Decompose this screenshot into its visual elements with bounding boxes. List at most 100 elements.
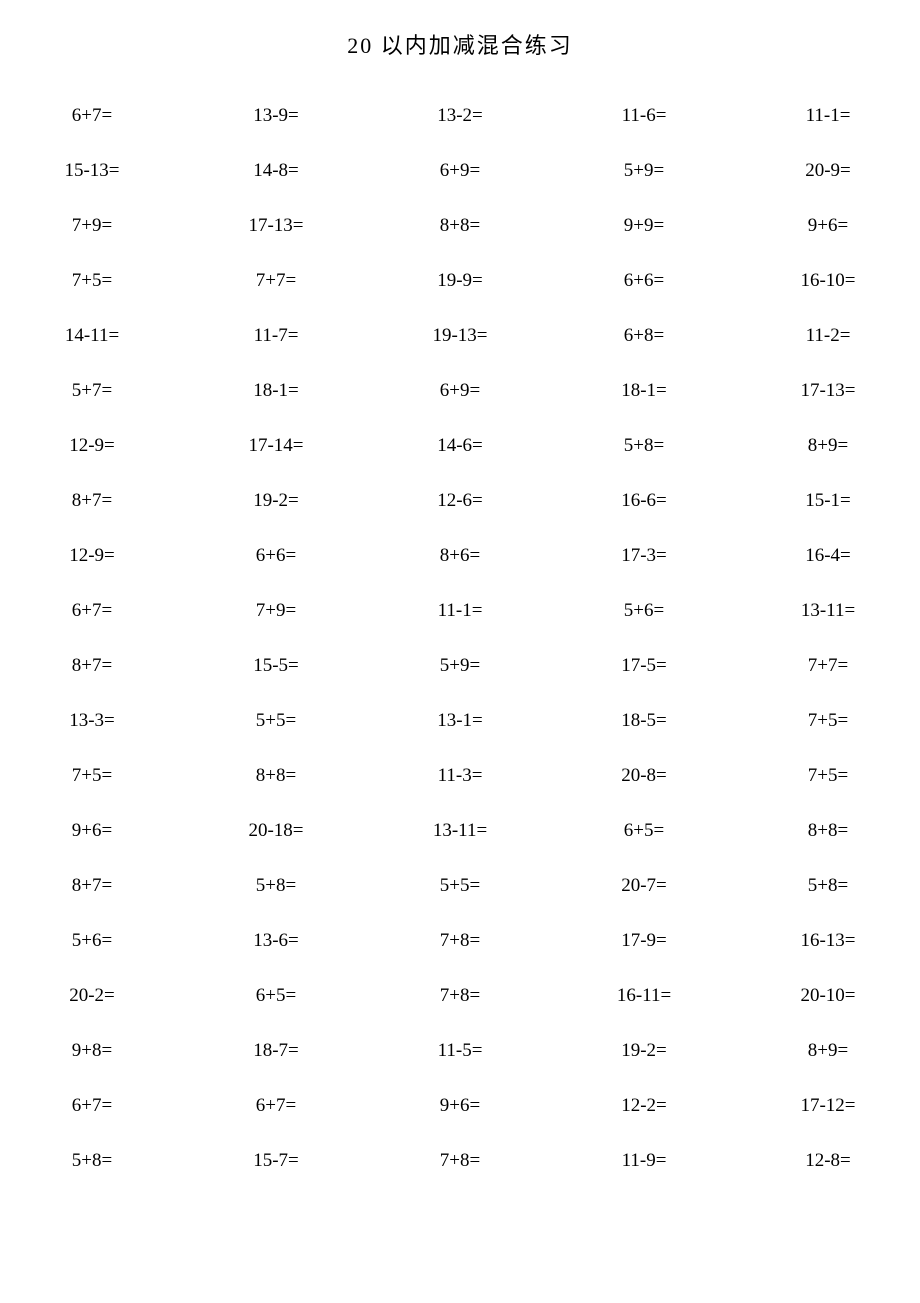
- problem-cell: 15-7=: [184, 1133, 368, 1188]
- problem-cell: 13-9=: [184, 88, 368, 143]
- table-row: 7+9=17-13=8+8=9+9=9+6=: [0, 198, 920, 253]
- problem-cell: 6+6=: [184, 528, 368, 583]
- problem-cell: 7+7=: [184, 253, 368, 308]
- problem-cell: 20-8=: [552, 748, 736, 803]
- problem-cell: 13-3=: [0, 693, 184, 748]
- problem-cell: 11-1=: [736, 88, 920, 143]
- problem-cell: 6+5=: [552, 803, 736, 858]
- problem-cell: 7+8=: [368, 968, 552, 1023]
- problem-cell: 18-7=: [184, 1023, 368, 1078]
- problem-cell: 20-10=: [736, 968, 920, 1023]
- problem-cell: 9+8=: [0, 1023, 184, 1078]
- problem-cell: 16-4=: [736, 528, 920, 583]
- problem-cell: 8+8=: [736, 803, 920, 858]
- problem-cell: 8+6=: [368, 528, 552, 583]
- problem-cell: 18-1=: [184, 363, 368, 418]
- problem-cell: 13-11=: [736, 583, 920, 638]
- problem-cell: 17-13=: [736, 363, 920, 418]
- problem-cell: 12-2=: [552, 1078, 736, 1133]
- problem-cell: 8+7=: [0, 638, 184, 693]
- problem-cell: 11-5=: [368, 1023, 552, 1078]
- problem-cell: 5+6=: [0, 913, 184, 968]
- problem-cell: 8+7=: [0, 473, 184, 528]
- problem-cell: 18-5=: [552, 693, 736, 748]
- problem-cell: 16-13=: [736, 913, 920, 968]
- problem-cell: 17-12=: [736, 1078, 920, 1133]
- problem-cell: 6+6=: [552, 253, 736, 308]
- problem-cell: 17-9=: [552, 913, 736, 968]
- table-row: 12-9=17-14=14-6=5+8=8+9=: [0, 418, 920, 473]
- problem-cell: 7+8=: [368, 1133, 552, 1188]
- table-row: 15-13=14-8=6+9=5+9=20-9=: [0, 143, 920, 198]
- table-row: 6+7=6+7=9+6=12-2=17-12=: [0, 1078, 920, 1133]
- problem-cell: 7+9=: [0, 198, 184, 253]
- problem-cell: 15-5=: [184, 638, 368, 693]
- problem-cell: 7+5=: [736, 748, 920, 803]
- problem-cell: 19-2=: [552, 1023, 736, 1078]
- problem-cell: 11-3=: [368, 748, 552, 803]
- problem-cell: 14-11=: [0, 308, 184, 363]
- problem-cell: 5+6=: [552, 583, 736, 638]
- table-row: 5+8=15-7=7+8=11-9=12-8=: [0, 1133, 920, 1188]
- table-row: 7+5=8+8=11-3=20-8=7+5=: [0, 748, 920, 803]
- problem-cell: 17-14=: [184, 418, 368, 473]
- problem-cell: 7+5=: [736, 693, 920, 748]
- problem-cell: 16-10=: [736, 253, 920, 308]
- problem-cell: 12-6=: [368, 473, 552, 528]
- problem-cell: 19-13=: [368, 308, 552, 363]
- problem-cell: 12-9=: [0, 418, 184, 473]
- problem-cell: 9+6=: [368, 1078, 552, 1133]
- problem-cell: 8+8=: [184, 748, 368, 803]
- problem-cell: 5+8=: [184, 858, 368, 913]
- problem-cell: 7+8=: [368, 913, 552, 968]
- problem-cell: 6+7=: [0, 88, 184, 143]
- problem-cell: 5+8=: [0, 1133, 184, 1188]
- table-row: 5+7=18-1=6+9=18-1=17-13=: [0, 363, 920, 418]
- problem-cell: 6+7=: [184, 1078, 368, 1133]
- problem-cell: 11-9=: [552, 1133, 736, 1188]
- problem-cell: 7+5=: [0, 253, 184, 308]
- problem-cell: 14-6=: [368, 418, 552, 473]
- problem-cell: 17-5=: [552, 638, 736, 693]
- problem-cell: 9+6=: [736, 198, 920, 253]
- table-row: 8+7=15-5=5+9=17-5=7+7=: [0, 638, 920, 693]
- problem-cell: 16-11=: [552, 968, 736, 1023]
- problem-cell: 11-1=: [368, 583, 552, 638]
- problem-cell: 17-3=: [552, 528, 736, 583]
- problem-cell: 8+9=: [736, 418, 920, 473]
- problem-cell: 6+7=: [0, 583, 184, 638]
- problem-cell: 6+7=: [0, 1078, 184, 1133]
- problem-cell: 17-13=: [184, 198, 368, 253]
- problem-cell: 5+9=: [552, 143, 736, 198]
- problem-cell: 15-1=: [736, 473, 920, 528]
- problem-cell: 20-9=: [736, 143, 920, 198]
- page-title: 20 以内加减混合练习: [0, 28, 920, 60]
- problem-cell: 5+9=: [368, 638, 552, 693]
- table-row: 7+5=7+7=19-9=6+6=16-10=: [0, 253, 920, 308]
- problem-cell: 7+5=: [0, 748, 184, 803]
- problem-cell: 7+7=: [736, 638, 920, 693]
- table-row: 5+6=13-6=7+8=17-9=16-13=: [0, 913, 920, 968]
- problem-cell: 12-9=: [0, 528, 184, 583]
- table-row: 6+7=13-9=13-2=11-6=11-1=: [0, 88, 920, 143]
- table-row: 8+7=5+8=5+5=20-7=5+8=: [0, 858, 920, 913]
- problem-cell: 15-13=: [0, 143, 184, 198]
- problem-cell: 5+8=: [552, 418, 736, 473]
- table-row: 20-2=6+5=7+8=16-11=20-10=: [0, 968, 920, 1023]
- problem-cell: 11-2=: [736, 308, 920, 363]
- problem-cell: 19-2=: [184, 473, 368, 528]
- problem-cell: 20-18=: [184, 803, 368, 858]
- problem-cell: 9+9=: [552, 198, 736, 253]
- problem-cell: 11-6=: [552, 88, 736, 143]
- problem-cell: 8+9=: [736, 1023, 920, 1078]
- problem-cell: 6+5=: [184, 968, 368, 1023]
- problem-cell: 16-6=: [552, 473, 736, 528]
- problem-cell: 18-1=: [552, 363, 736, 418]
- table-row: 14-11=11-7=19-13=6+8=11-2=: [0, 308, 920, 363]
- problem-cell: 5+8=: [736, 858, 920, 913]
- problem-cell: 13-2=: [368, 88, 552, 143]
- table-row: 6+7=7+9=11-1=5+6=13-11=: [0, 583, 920, 638]
- problem-cell: 8+8=: [368, 198, 552, 253]
- problem-cell: 9+6=: [0, 803, 184, 858]
- table-row: 8+7=19-2=12-6=16-6=15-1=: [0, 473, 920, 528]
